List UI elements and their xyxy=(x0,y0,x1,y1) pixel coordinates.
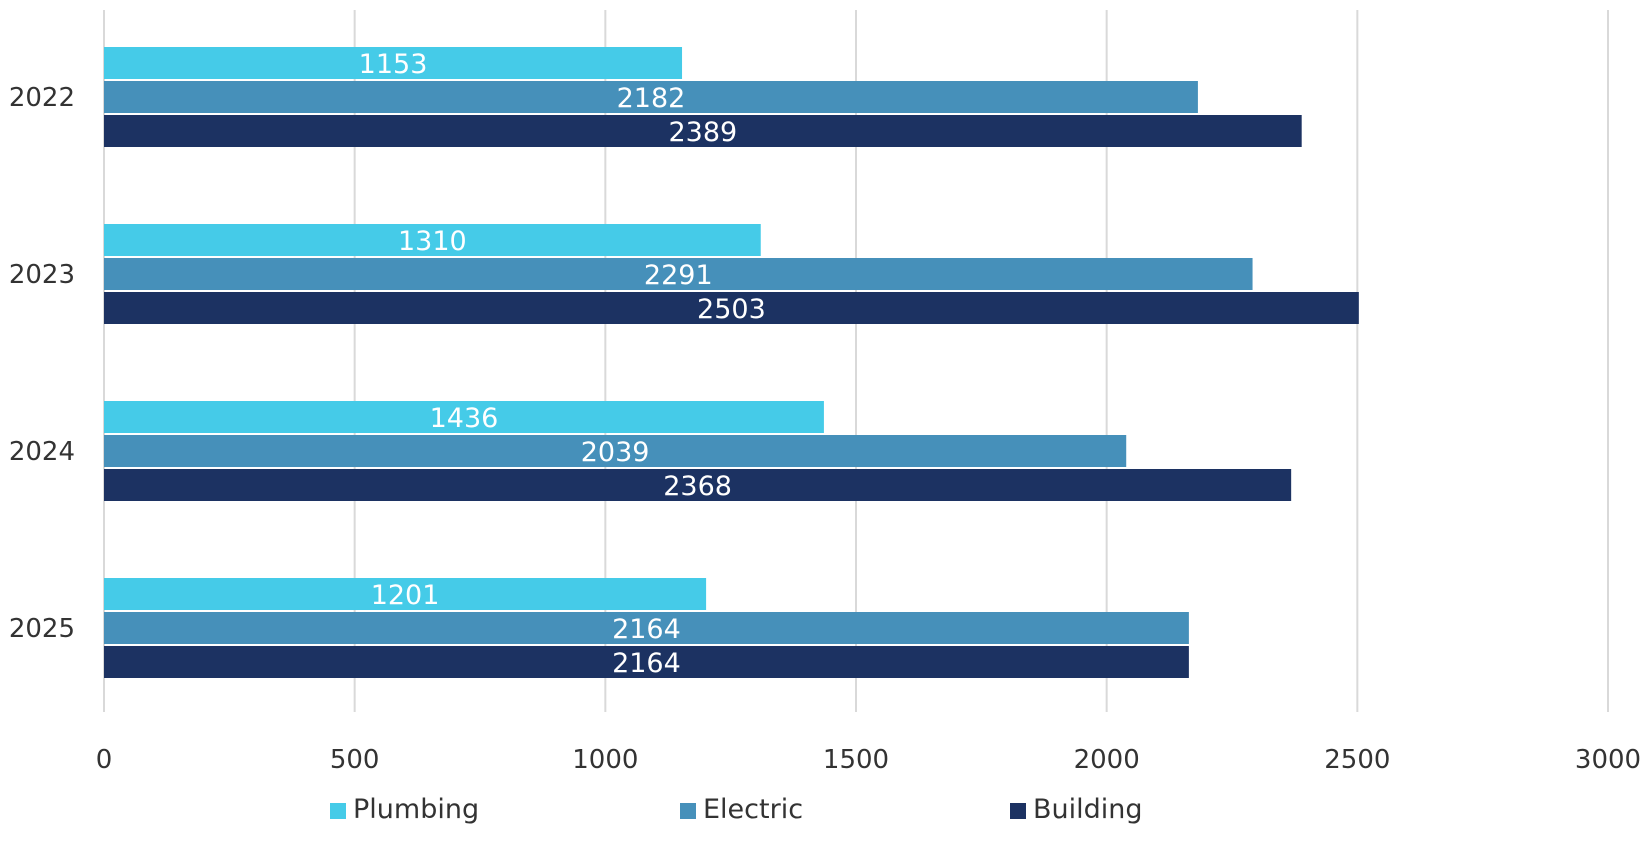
data-label-plumbing-2024: 1436 xyxy=(430,403,499,434)
bar-building-2024 xyxy=(104,469,1292,501)
bar-electric-2025 xyxy=(104,612,1189,644)
data-label-electric-2023: 2291 xyxy=(644,260,713,291)
y-tick-label-2022: 2022 xyxy=(9,83,75,113)
x-axis-tick-labels: 0 500 1000 1500 2000 2500 3000 xyxy=(96,745,1641,775)
data-label-building-2022: 2389 xyxy=(668,117,737,148)
data-label-plumbing-2023: 1310 xyxy=(398,226,467,257)
bar-plumbing-2023 xyxy=(104,224,761,256)
legend-swatch-plumbing xyxy=(330,803,346,819)
bar-plumbing-2024 xyxy=(104,401,824,433)
y-axis-tick-labels: 2022 2023 2024 2025 xyxy=(9,83,75,644)
y-tick-label-2024: 2024 xyxy=(9,437,75,467)
bar-plumbing-2025 xyxy=(104,578,707,610)
data-label-building-2023: 2503 xyxy=(697,294,766,325)
data-label-electric-2022: 2182 xyxy=(617,83,686,114)
y-tick-label-2025: 2025 xyxy=(9,614,75,644)
bar-plumbing-2022 xyxy=(104,47,683,79)
data-label-building-2024: 2368 xyxy=(663,471,732,502)
bar-building-2025 xyxy=(104,646,1189,678)
legend-label-plumbing: Plumbing xyxy=(353,794,479,825)
legend: Plumbing Electric Building xyxy=(330,794,1143,825)
bar-electric-2022 xyxy=(104,81,1198,113)
data-label-plumbing-2025: 1201 xyxy=(371,580,440,611)
x-tick-label-0: 0 xyxy=(96,745,113,775)
data-label-electric-2024: 2039 xyxy=(581,437,650,468)
x-tick-label-500: 500 xyxy=(330,745,380,775)
legend-label-building: Building xyxy=(1033,794,1143,825)
x-tick-label-2000: 2000 xyxy=(1074,745,1140,775)
y-tick-label-2023: 2023 xyxy=(9,260,75,290)
legend-swatch-building xyxy=(1010,803,1026,819)
data-label-building-2025: 2164 xyxy=(612,648,681,679)
bar-building-2022 xyxy=(104,115,1302,147)
data-label-electric-2025: 2164 xyxy=(612,614,681,645)
x-tick-label-2500: 2500 xyxy=(1324,745,1390,775)
bar-electric-2023 xyxy=(104,258,1253,290)
x-tick-label-3000: 3000 xyxy=(1575,745,1641,775)
data-label-plumbing-2022: 1153 xyxy=(359,49,428,80)
legend-label-electric: Electric xyxy=(703,794,803,825)
bar-electric-2024 xyxy=(104,435,1127,467)
x-tick-label-1000: 1000 xyxy=(572,745,638,775)
legend-swatch-electric xyxy=(680,803,696,819)
bar-building-2023 xyxy=(104,292,1359,324)
bars xyxy=(104,47,1359,678)
x-tick-label-1500: 1500 xyxy=(823,745,889,775)
